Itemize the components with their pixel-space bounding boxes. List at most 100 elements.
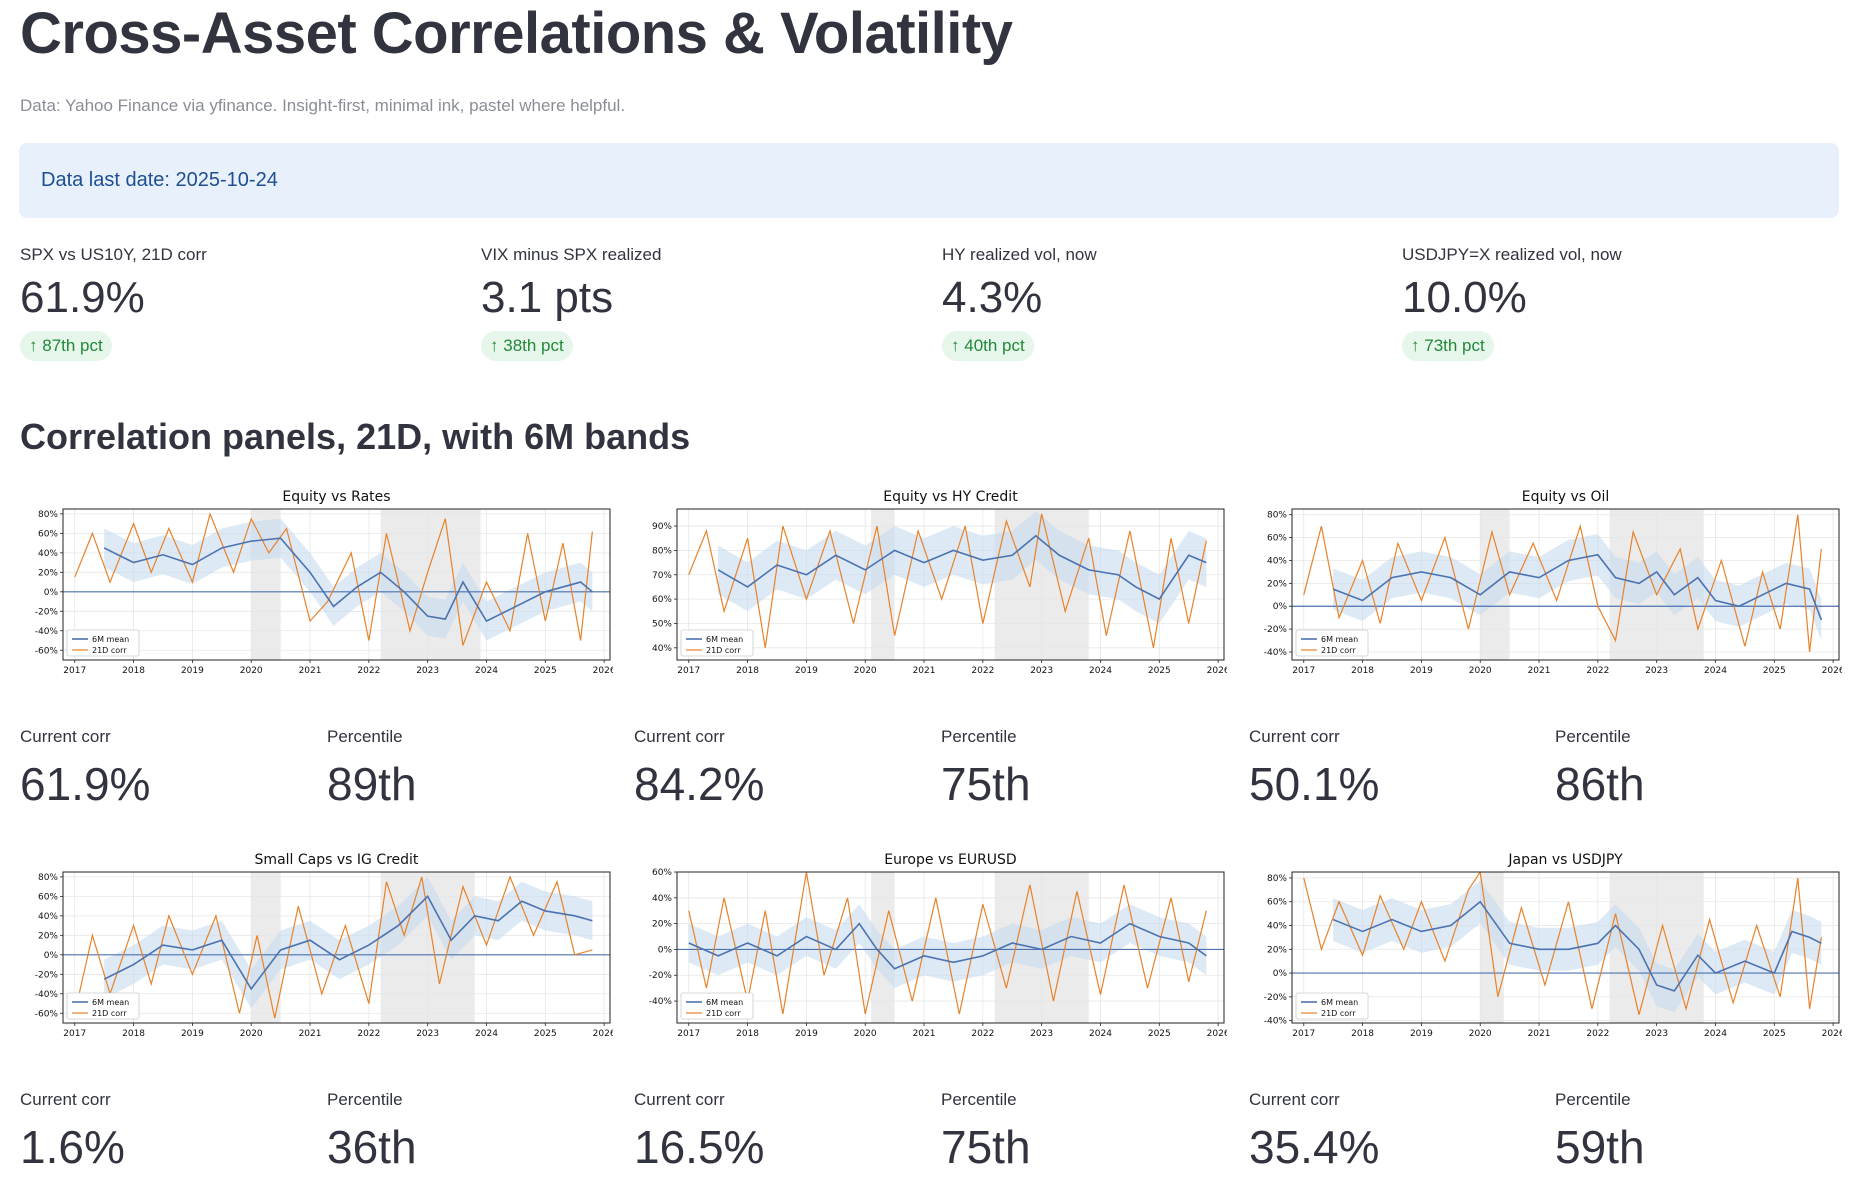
x-tick-label: 2020 xyxy=(1469,1029,1492,1039)
arrow-up-icon: ↑ xyxy=(951,336,960,355)
x-tick-label: 2021 xyxy=(299,666,322,676)
series-6m-mean xyxy=(103,895,593,991)
plot-frame xyxy=(1291,508,1840,661)
x-tick-label: 2026 xyxy=(1822,666,1842,676)
x-tick-label: 2022 xyxy=(357,666,380,676)
y-tick-label: 40% xyxy=(1267,556,1287,566)
x-tick-label: 2020 xyxy=(854,1029,877,1039)
chart-title: Equity vs HY Credit xyxy=(883,489,1018,505)
legend-label-mean: 6M mean xyxy=(706,998,743,1007)
chart-svg: Equity vs Oil -40% -20% 0% 20% 40% 60% 80% 2017 2… xyxy=(1264,489,1845,676)
x-tick-label: 2018 xyxy=(122,1029,145,1039)
metric-delta-text: 73th pct xyxy=(1424,336,1485,355)
x-tick-label: 2024 xyxy=(1704,666,1727,676)
y-tick-label: 60% xyxy=(38,529,58,539)
y-tick-label: 40% xyxy=(652,644,672,654)
chart-japan-usdjpy: Japan vs USDJPY -40% -20% 0% 20% 40% 60% 80% 201… xyxy=(1249,846,1845,1046)
y-tick-label: 80% xyxy=(1267,511,1287,521)
series-21d-corr xyxy=(74,875,593,1019)
panel-value: 86th xyxy=(1555,758,1645,810)
legend-label-corr: 21D corr xyxy=(92,646,127,655)
y-tick-label: -20% xyxy=(35,607,59,617)
x-tick-label: 2025 xyxy=(1763,666,1786,676)
band-area xyxy=(718,511,1207,624)
x-tick-label: 2020 xyxy=(240,666,263,676)
panel-percentile: Percentile 75th xyxy=(941,727,1031,811)
panel-label: Current corr xyxy=(20,1090,111,1109)
panel-percentile: Percentile 59th xyxy=(1555,1090,1645,1174)
x-tick-label: 2025 xyxy=(534,666,557,676)
chart-smallcaps-ig: Small Caps vs IG Credit -60% -40% -20% 0% 20%… xyxy=(20,846,616,1046)
x-tick-label: 2024 xyxy=(1089,666,1112,676)
plot-area xyxy=(63,872,610,1023)
chart-title: Equity vs Oil xyxy=(1522,489,1610,505)
x-tick-label: 2019 xyxy=(1410,1029,1433,1039)
y-tick-label: -40% xyxy=(1264,1017,1288,1027)
arrow-up-icon: ↑ xyxy=(1411,336,1420,355)
series-6m-mean xyxy=(1332,553,1823,621)
x-tick-label: 2024 xyxy=(475,666,498,676)
panel-label: Current corr xyxy=(1249,727,1340,746)
chart-title: Equity vs Rates xyxy=(282,489,390,505)
panel-percentile: Percentile 86th xyxy=(1555,727,1645,811)
y-tick-label: 80% xyxy=(652,546,672,556)
plot-area xyxy=(1292,872,1839,1023)
x-tick-label: 2019 xyxy=(181,1029,204,1039)
legend-label-mean: 6M mean xyxy=(92,635,129,644)
y-tick-label: -40% xyxy=(649,997,673,1007)
metric-label: USDJPY=X realized vol, now xyxy=(1402,245,1622,264)
panel-percentile: Percentile 36th xyxy=(327,1090,417,1174)
legend-label-mean: 6M mean xyxy=(706,635,743,644)
panel-current-corr: Current corr 1.6% xyxy=(20,1090,125,1174)
info-banner: Data last date: 2025-10-24 xyxy=(19,143,1839,218)
y-tick-label: -60% xyxy=(35,1009,59,1019)
y-tick-label: 80% xyxy=(38,510,58,520)
plot-frame xyxy=(62,508,611,661)
x-tick-label: 2024 xyxy=(475,1029,498,1039)
metric-value: 4.3% xyxy=(942,273,1043,322)
panel-current-corr: Current corr 35.4% xyxy=(1249,1090,1379,1174)
x-tick-label: 2017 xyxy=(677,666,700,676)
chart-legend: 6M mean 21D corr xyxy=(1295,992,1369,1020)
y-tick-label: -40% xyxy=(35,627,59,637)
chart-equity-rates: Equity vs Rates -60% -40% -20% 0% 20% 40% 60% 80… xyxy=(20,483,616,683)
y-tick-label: 0% xyxy=(44,951,59,961)
x-tick-label: 2021 xyxy=(913,666,936,676)
series-6m-mean xyxy=(688,922,1207,970)
panel-label: Current corr xyxy=(634,727,725,746)
chart-svg: Equity vs HY Credit 40% 50% 60% 70% 80% 90% 201… xyxy=(652,489,1230,676)
metric-value: 61.9% xyxy=(20,273,145,322)
panel-label: Current corr xyxy=(1249,1090,1340,1109)
y-tick-label: -40% xyxy=(35,990,59,1000)
legend-label-corr: 21D corr xyxy=(1321,646,1356,655)
chart-svg: Japan vs USDJPY -40% -20% 0% 20% 40% 60% 80% 201… xyxy=(1264,852,1845,1039)
panel-current-corr: Current corr 50.1% xyxy=(1249,727,1379,811)
y-tick-label: 60% xyxy=(652,868,672,878)
series-21d-corr xyxy=(688,513,1207,648)
metric-vix-minus-spx: VIX minus SPX realized 3.1 pts ↑ 38th pc… xyxy=(481,245,661,361)
y-tick-label: 0% xyxy=(1273,602,1288,612)
series-6m-mean xyxy=(717,534,1207,601)
y-tick-label: 0% xyxy=(1273,969,1288,979)
x-tick-label: 2017 xyxy=(1292,1029,1315,1039)
panel-percentile: Percentile 89th xyxy=(327,727,417,811)
x-tick-label: 2019 xyxy=(795,666,818,676)
metric-value: 3.1 pts xyxy=(481,273,614,322)
x-tick-label: 2026 xyxy=(1207,1029,1227,1039)
panel-current-corr: Current corr 16.5% xyxy=(634,1090,764,1174)
x-tick-label: 2021 xyxy=(1528,666,1551,676)
y-tick-label: 60% xyxy=(652,595,672,605)
x-tick-label: 2022 xyxy=(971,1029,994,1039)
panel-value: 59th xyxy=(1555,1121,1645,1173)
chart-svg: Small Caps vs IG Credit -60% -40% -20% 0% 20%… xyxy=(35,852,616,1039)
metric-delta-text: 87th pct xyxy=(42,336,103,355)
band-area xyxy=(104,876,593,1009)
chart-title: Europe vs EURUSD xyxy=(884,852,1016,868)
x-tick-label: 2025 xyxy=(534,1029,557,1039)
x-tick-label: 2023 xyxy=(416,1029,439,1039)
y-tick-label: 60% xyxy=(1267,898,1287,908)
y-tick-label: -20% xyxy=(35,970,59,980)
x-tick-label: 2018 xyxy=(736,1029,759,1039)
chart-equity-oil: Equity vs Oil -40% -20% 0% 20% 40% 60% 80% 2017 2… xyxy=(1249,483,1845,683)
metric-spx-us10y: SPX vs US10Y, 21D corr 61.9% ↑ 87th pct xyxy=(20,245,207,361)
